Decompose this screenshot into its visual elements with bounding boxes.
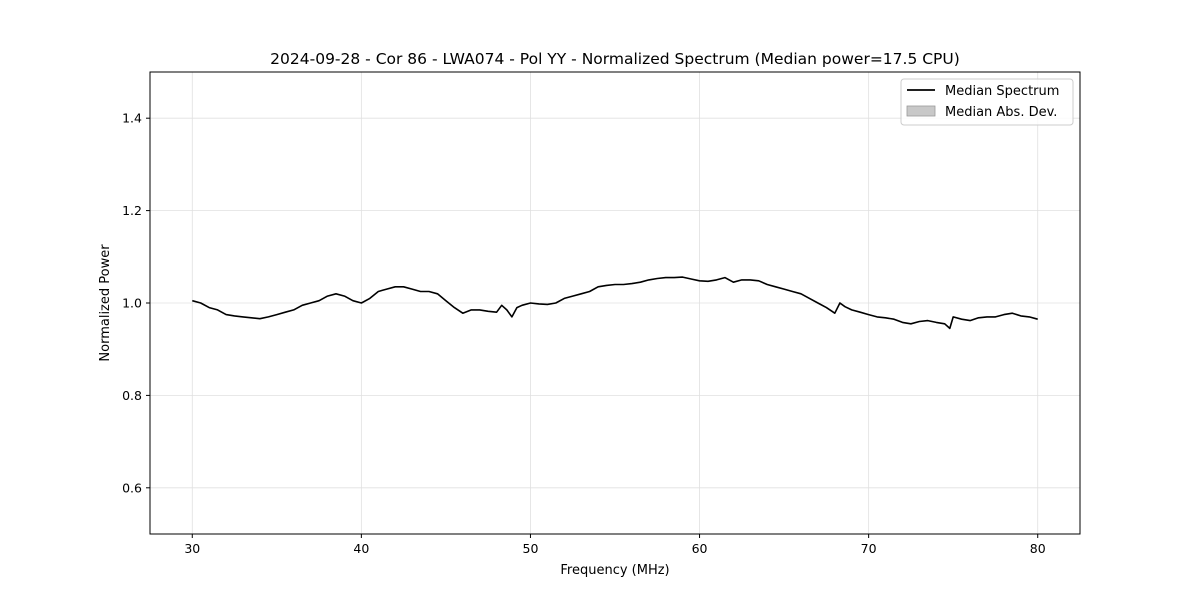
median-spectrum-line bbox=[192, 276, 1038, 330]
legend-mad-swatch bbox=[906, 105, 936, 117]
y-tick-label: 1.2 bbox=[122, 203, 142, 218]
x-tick-label: 30 bbox=[184, 541, 200, 556]
legend-median-spectrum-label: Median Spectrum bbox=[945, 84, 1059, 99]
y-tick-label: 0.6 bbox=[122, 480, 142, 495]
y-tick-label: 0.8 bbox=[122, 388, 142, 403]
y-axis-label: Normalized Power bbox=[98, 244, 113, 362]
x-tick-label: 40 bbox=[353, 541, 369, 556]
legend-frame bbox=[900, 78, 1074, 126]
x-tick-label: 60 bbox=[692, 541, 708, 556]
x-axis-label: Frequency (MHz) bbox=[560, 563, 669, 578]
x-tick-label: 70 bbox=[861, 541, 877, 556]
axis-ticks: 30 40 50 60 70 80 0.6 0.8 1.0 1.2 1.4 bbox=[122, 111, 1046, 556]
chart-title: 2024-09-28 - Cor 86 - LWA074 - Pol YY - … bbox=[270, 50, 960, 68]
y-tick-label: 1.4 bbox=[122, 111, 142, 126]
legend: Median Spectrum Median Abs. Dev. bbox=[900, 78, 1074, 126]
x-tick-label: 80 bbox=[1030, 541, 1046, 556]
legend-mad-label: Median Abs. Dev. bbox=[945, 105, 1057, 120]
plot-area bbox=[192, 276, 1038, 330]
y-tick-label: 1.0 bbox=[122, 296, 142, 311]
x-tick-label: 50 bbox=[523, 541, 539, 556]
